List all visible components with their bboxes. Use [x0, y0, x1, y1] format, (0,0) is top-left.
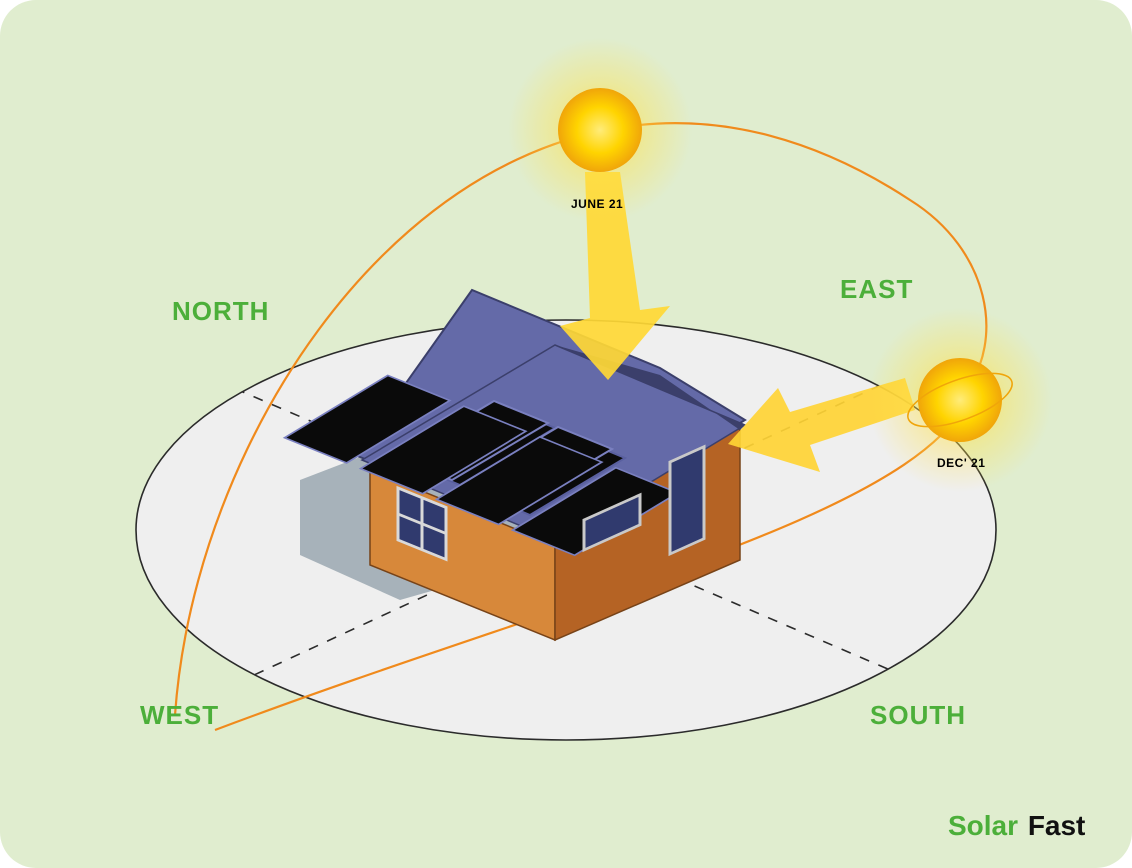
brand-solar: Solar: [948, 810, 1018, 841]
label-east: EAST: [840, 274, 913, 305]
scene-svg: [0, 0, 1132, 868]
label-june21: JUNE 21: [571, 197, 623, 211]
diagram-canvas: NORTH EAST SOUTH WEST JUNE 21 DEC' 21 So…: [0, 0, 1132, 868]
brand-fast: Fast: [1028, 810, 1086, 841]
brand: Solar Fast: [948, 810, 1085, 842]
label-dec21: DEC' 21: [937, 456, 985, 470]
label-north: NORTH: [172, 296, 269, 327]
sun-summer: [508, 38, 692, 222]
door: [670, 447, 704, 554]
label-west: WEST: [140, 700, 219, 731]
label-south: SOUTH: [870, 700, 966, 731]
